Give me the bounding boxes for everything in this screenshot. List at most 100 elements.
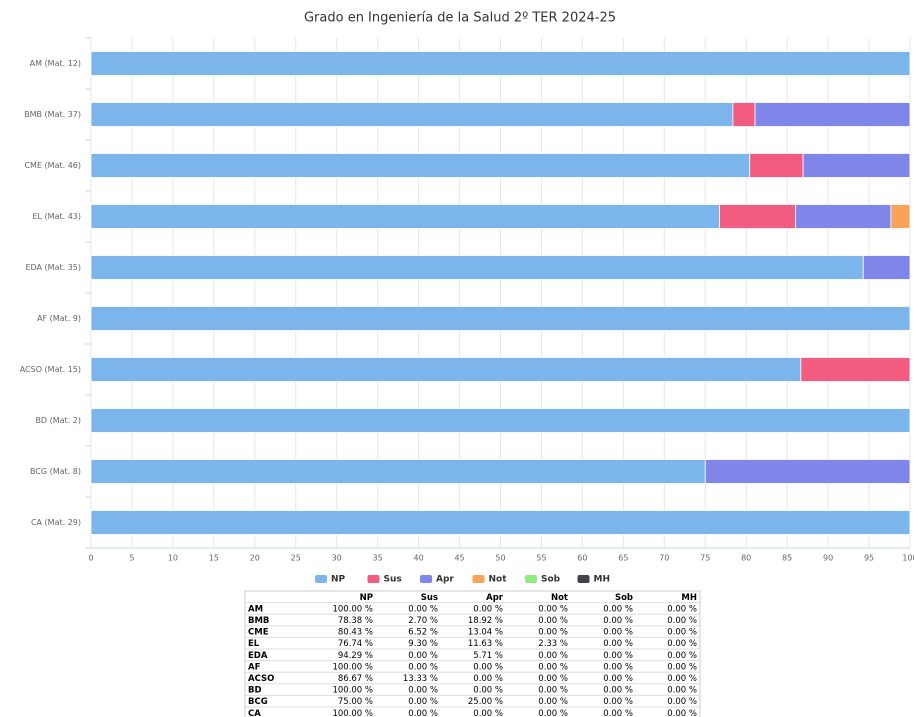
x-tick-label: 65 [618, 554, 628, 563]
table-header: Apr [486, 593, 504, 603]
y-tick-label: BCG (Mat. 8) [30, 467, 81, 476]
table-cell: 94.29 % [338, 651, 373, 661]
legend-label: Apr [436, 575, 454, 585]
table-cell: 0.00 % [408, 651, 438, 661]
bar-segment [90, 204, 720, 229]
table-cell: 0.00 % [603, 709, 633, 717]
y-tick-label: EL (Mat. 43) [32, 212, 81, 221]
bar-segment [90, 357, 802, 382]
table-cell: 0.00 % [473, 674, 503, 684]
table-cell: 86.67 % [338, 674, 373, 684]
bar-segment [704, 459, 911, 484]
table-cell: 0.00 % [603, 651, 633, 661]
y-tick-label: CA (Mat. 29) [31, 518, 81, 527]
table-cell: 76.74 % [338, 639, 373, 649]
x-tick-label: 50 [495, 554, 505, 563]
x-tick-label: 20 [250, 554, 260, 563]
table-cell: 0.00 % [538, 616, 568, 626]
bar-segment [90, 51, 911, 76]
table-cell: 13.33 % [403, 674, 438, 684]
table-cell: 0.00 % [603, 697, 633, 707]
x-tick-label: 75 [700, 554, 710, 563]
bar-segment [90, 459, 706, 484]
legend-marker [315, 575, 327, 583]
x-tick-label: 55 [536, 554, 546, 563]
legend-marker [472, 575, 485, 583]
table-cell: 80.43 % [338, 628, 373, 638]
table-cell: 2.70 % [408, 616, 438, 626]
legend-label: NP [331, 575, 346, 585]
table-cell: 0.00 % [473, 604, 503, 614]
x-tick-label: 95 [864, 554, 874, 563]
bar-segment [90, 510, 911, 535]
x-tick-label: 60 [577, 554, 587, 563]
bar-segment [90, 306, 911, 331]
bar-segment [90, 153, 751, 178]
table-cell: 25.00 % [468, 697, 503, 707]
table-cell: 0.00 % [667, 697, 697, 707]
chart-title: Grado en Ingeniería de la Salud 2º TER 2… [304, 11, 616, 26]
table-header: Sus [421, 593, 438, 603]
table-cell: 0.00 % [408, 686, 438, 696]
table-cell: 100.00 % [332, 709, 373, 717]
x-tick-label: 30 [332, 554, 342, 563]
table-header: Not [551, 593, 568, 603]
table-cell: 100.00 % [332, 662, 373, 672]
table-cell: 18.92 % [468, 616, 503, 626]
table-cell: 0.00 % [538, 709, 568, 717]
table-cell: 0.00 % [603, 674, 633, 684]
table-cell: 0.00 % [603, 616, 633, 626]
y-tick-label: ACSO (Mat. 15) [20, 365, 81, 374]
table-cell: 0.00 % [667, 639, 697, 649]
table-cell: 0.00 % [667, 662, 697, 672]
legend-label: Sus [384, 575, 402, 585]
table-cell: 0.00 % [538, 674, 568, 684]
table-cell: 0.00 % [603, 604, 633, 614]
x-tick-label: 85 [782, 554, 792, 563]
table-cell: 0.00 % [538, 686, 568, 696]
table-header: Sob [615, 593, 633, 603]
table-cell: 0.00 % [473, 709, 503, 717]
table-cell: 11.63 % [468, 639, 503, 649]
table-cell: 0.00 % [603, 639, 633, 649]
table-cell: 0.00 % [538, 651, 568, 661]
y-tick-label: AM (Mat. 12) [30, 59, 81, 68]
table-row-label: BD [248, 686, 262, 696]
bar-segment [732, 102, 756, 127]
table-cell: 0.00 % [538, 628, 568, 638]
table-row-label: ACSO [248, 674, 274, 684]
bar-segment [90, 408, 911, 433]
table-cell: 75.00 % [338, 697, 373, 707]
table-cell: 0.00 % [538, 697, 568, 707]
legend-marker [420, 575, 432, 583]
table-row-label: AM [248, 604, 263, 614]
table-header: NP [360, 593, 373, 603]
x-tick-label: 25 [291, 554, 301, 563]
bar-segment [754, 102, 911, 127]
x-tick-label: 80 [741, 554, 751, 563]
table-cell: 0.00 % [667, 616, 697, 626]
bar-segment [795, 204, 892, 229]
bar-segment [719, 204, 797, 229]
bar-segment [802, 153, 911, 178]
table-row-label: AF [248, 662, 261, 672]
table-cell: 0.00 % [667, 604, 697, 614]
legend-marker [577, 575, 590, 583]
table-cell: 0.00 % [538, 662, 568, 672]
legend-label: Sob [541, 575, 561, 585]
table-cell: 13.04 % [468, 628, 503, 638]
table-row-label: EDA [248, 651, 268, 661]
bar-segment [800, 357, 911, 382]
bar-segment [749, 153, 804, 178]
table-cell: 0.00 % [408, 697, 438, 707]
legend-marker [367, 575, 380, 583]
table-cell: 0.00 % [667, 674, 697, 684]
x-tick-label: 45 [454, 554, 464, 563]
y-tick-label: EDA (Mat. 35) [25, 263, 81, 272]
table-cell: 100.00 % [332, 686, 373, 696]
table-header: MH [681, 593, 697, 603]
table-cell: 0.00 % [473, 662, 503, 672]
table-cell: 0.00 % [667, 686, 697, 696]
table-cell: 6.52 % [408, 628, 438, 638]
